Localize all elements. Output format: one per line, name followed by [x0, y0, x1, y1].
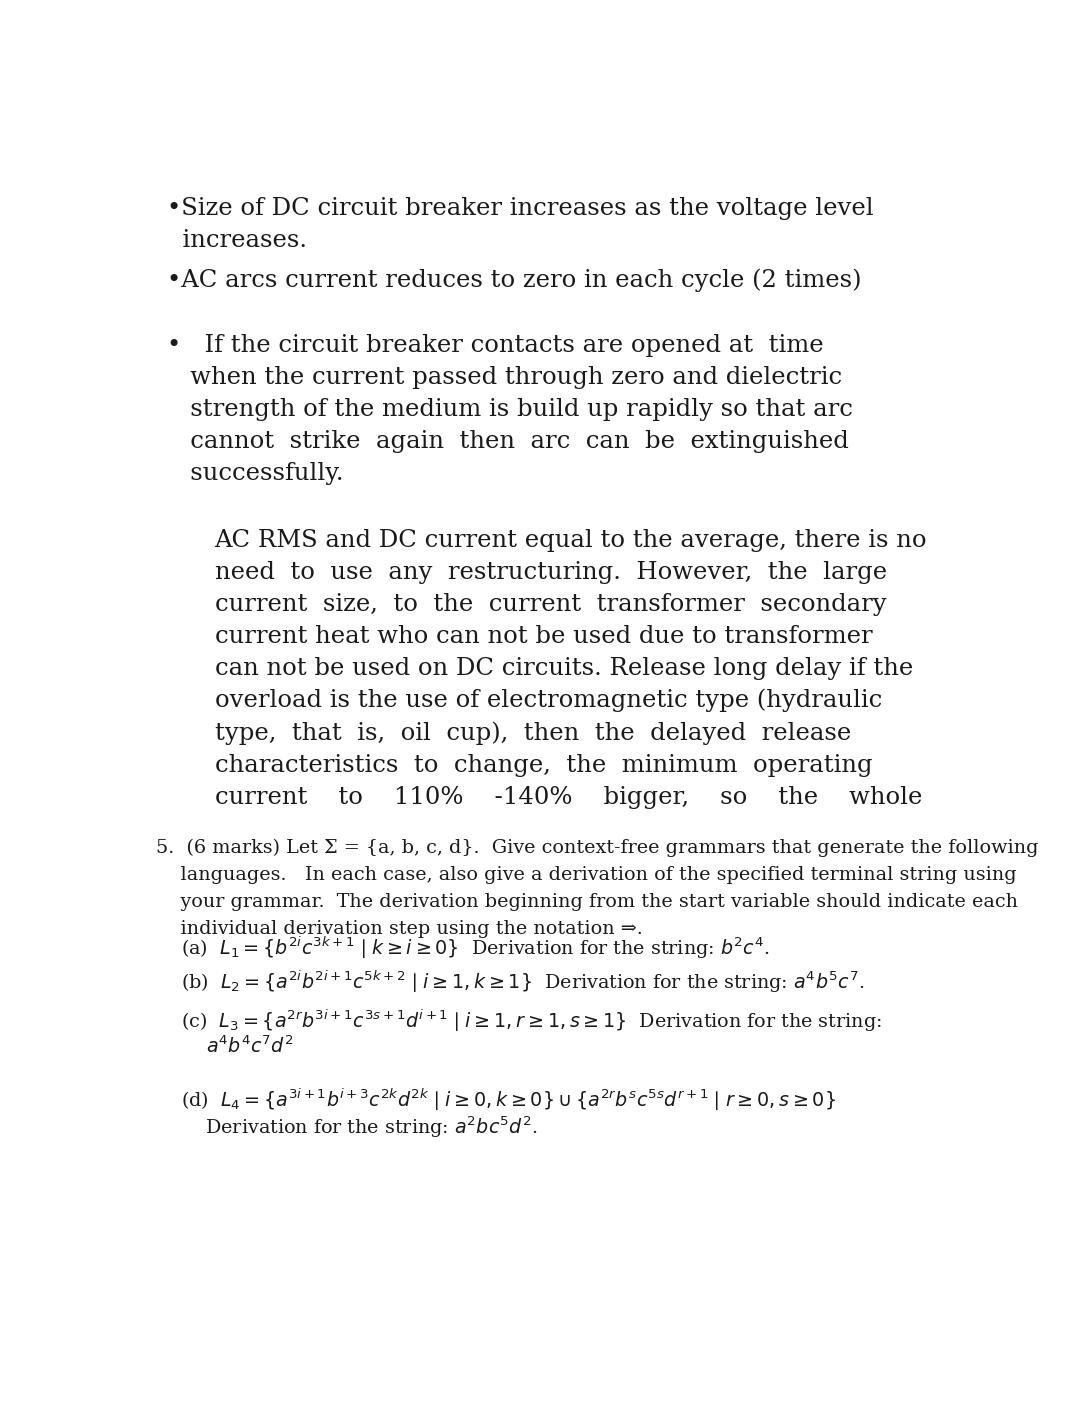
Text: AC RMS and DC current equal to the average, there is no
need  to  use  any  rest: AC RMS and DC current equal to the avera…	[215, 529, 927, 809]
Text: •AC arcs current reduces to zero in each cycle (2 times): •AC arcs current reduces to zero in each…	[166, 269, 862, 293]
Text: •   If the circuit breaker contacts are opened at  time
   when the current pass: • If the circuit breaker contacts are op…	[166, 333, 853, 484]
Text: (c)  $L_3 = \{a^{2r}b^{3i+1}c^{3s+1}d^{i+1} \mid i \geq 1, r \geq 1, s \geq 1\}$: (c) $L_3 = \{a^{2r}b^{3i+1}c^{3s+1}d^{i+…	[181, 1007, 882, 1034]
Text: (d)  $L_4 = \{a^{3i+1}b^{i+3}c^{2k}d^{2k} \mid i \geq 0, k \geq 0\} \cup \{a^{2r: (d) $L_4 = \{a^{3i+1}b^{i+3}c^{2k}d^{2k}…	[181, 1086, 836, 1113]
Text: 5.  (6 marks) Let Σ = {a, b, c, d}.  Give context-free grammars that generate th: 5. (6 marks) Let Σ = {a, b, c, d}. Give …	[156, 839, 1039, 938]
Text: Derivation for the string: $a^2bc^5d^2$.: Derivation for the string: $a^2bc^5d^2$.	[181, 1114, 538, 1140]
Text: •Size of DC circuit breaker increases as the voltage level
  increases.: •Size of DC circuit breaker increases as…	[166, 197, 874, 252]
Text: $a^4b^4c^7d^2$: $a^4b^4c^7d^2$	[206, 1036, 294, 1057]
Text: (b)  $L_2 = \{a^{2i}b^{2i+1}c^{5k+2} \mid i \geq 1, k \geq 1\}$  Derivation for : (b) $L_2 = \{a^{2i}b^{2i+1}c^{5k+2} \mid…	[181, 968, 864, 995]
Text: (a)  $L_1 = \{b^{2i}c^{3k+1} \mid k \geq i \geq 0\}$  Derivation for the string:: (a) $L_1 = \{b^{2i}c^{3k+1} \mid k \geq …	[181, 934, 770, 961]
